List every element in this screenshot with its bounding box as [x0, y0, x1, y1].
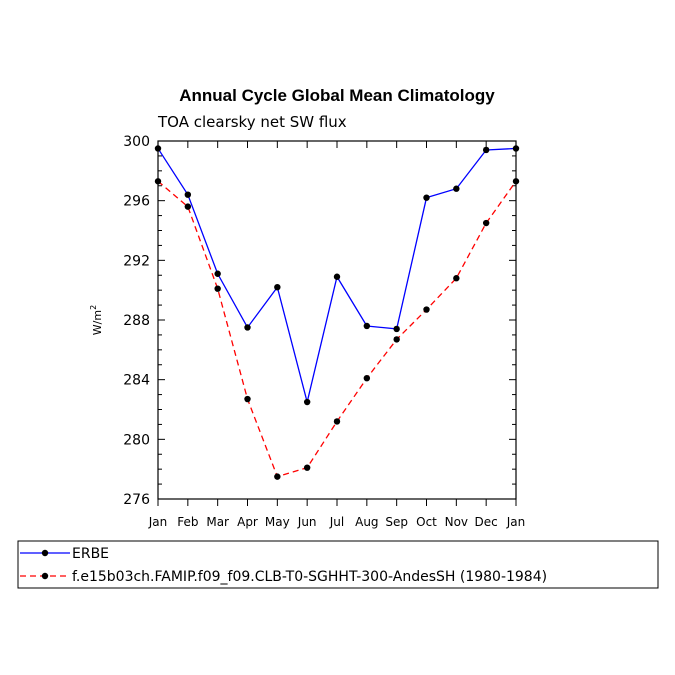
y-tick-label: 292 — [123, 253, 150, 269]
y-axis-label-base: W/m — [91, 310, 104, 335]
x-tick-label: Mar — [206, 515, 229, 529]
x-tick-labels: Jan Feb Mar Apr May Jun Jul Aug Sep Oct Nov Dec Jan — [148, 515, 526, 529]
series-1-point — [393, 325, 400, 333]
legend-box — [17, 540, 659, 589]
x-tick-label: Jan — [148, 515, 168, 529]
y-tick-label: 296 — [123, 194, 150, 210]
x-tick-label: Feb — [177, 515, 198, 529]
series-2-point — [184, 203, 192, 210]
x-tick-label: Oct — [416, 515, 437, 529]
series-2-point — [214, 285, 221, 292]
tick-marks — [157, 140, 517, 506]
series-1-point — [184, 191, 192, 198]
x-tick-label: Apr — [237, 515, 258, 529]
legend-marker-1 — [41, 549, 49, 557]
y-tick-labels: 276 280 284 288 292 296 300 — [123, 134, 150, 508]
series-1-point — [303, 398, 311, 406]
series-2-point — [333, 418, 341, 425]
series-1-point — [244, 324, 251, 331]
series-1-point — [274, 283, 281, 291]
series-2-point — [363, 374, 371, 382]
series-2-point — [453, 275, 460, 282]
series-2-point — [423, 306, 430, 313]
y-axis-label: W/m2 — [89, 305, 104, 335]
chart-title: Annual Cycle Global Mean Climatology — [179, 86, 495, 105]
y-tick-label: 276 — [123, 492, 150, 508]
x-tick-label: Nov — [445, 515, 468, 529]
series-line-2 — [157, 180, 517, 478]
series-2-point — [274, 473, 281, 480]
x-tick-label: May — [265, 515, 290, 529]
series-1-point — [214, 270, 221, 277]
series-1-point — [423, 194, 430, 201]
legend-marker-2 — [41, 572, 49, 580]
x-tick-label: Aug — [355, 515, 378, 529]
series-1-point — [453, 185, 460, 192]
legend-label-2: f.e15b03ch.FAMIP.f09_f09.CLB-T0-SGHHT-30… — [72, 569, 547, 585]
series-1-point — [333, 273, 341, 280]
y-axis-label-superscript: 2 — [89, 305, 98, 310]
legend-item-2: f.e15b03ch.FAMIP.f09_f09.CLB-T0-SGHHT-30… — [20, 569, 547, 585]
series-2-point — [244, 395, 251, 403]
series-2-point — [482, 219, 490, 227]
x-tick-label: Jan — [506, 515, 526, 529]
series-1-point — [363, 322, 371, 330]
series-2-point — [393, 336, 400, 343]
chart-subtitle: TOA clearsky net SW flux — [157, 113, 347, 131]
x-tick-label: Sep — [385, 515, 408, 529]
series-layer — [154, 145, 520, 480]
series-1-point — [482, 146, 490, 154]
y-tick-label: 300 — [123, 134, 150, 150]
legend-label-1: ERBE — [72, 546, 109, 562]
legend: ERBE f.e15b03ch.FAMIP.f09_f09.CLB-T0-SGH… — [17, 540, 659, 589]
y-tick-label: 284 — [123, 373, 150, 389]
y-tick-label: 288 — [123, 313, 150, 329]
legend-item-1: ERBE — [20, 546, 109, 562]
x-tick-label: Dec — [475, 515, 498, 529]
y-tick-label: 280 — [123, 432, 150, 448]
x-tick-label: Jul — [329, 515, 344, 529]
plot-frame — [157, 140, 517, 500]
series-2-point — [303, 464, 311, 471]
x-tick-label: Jun — [297, 515, 317, 529]
